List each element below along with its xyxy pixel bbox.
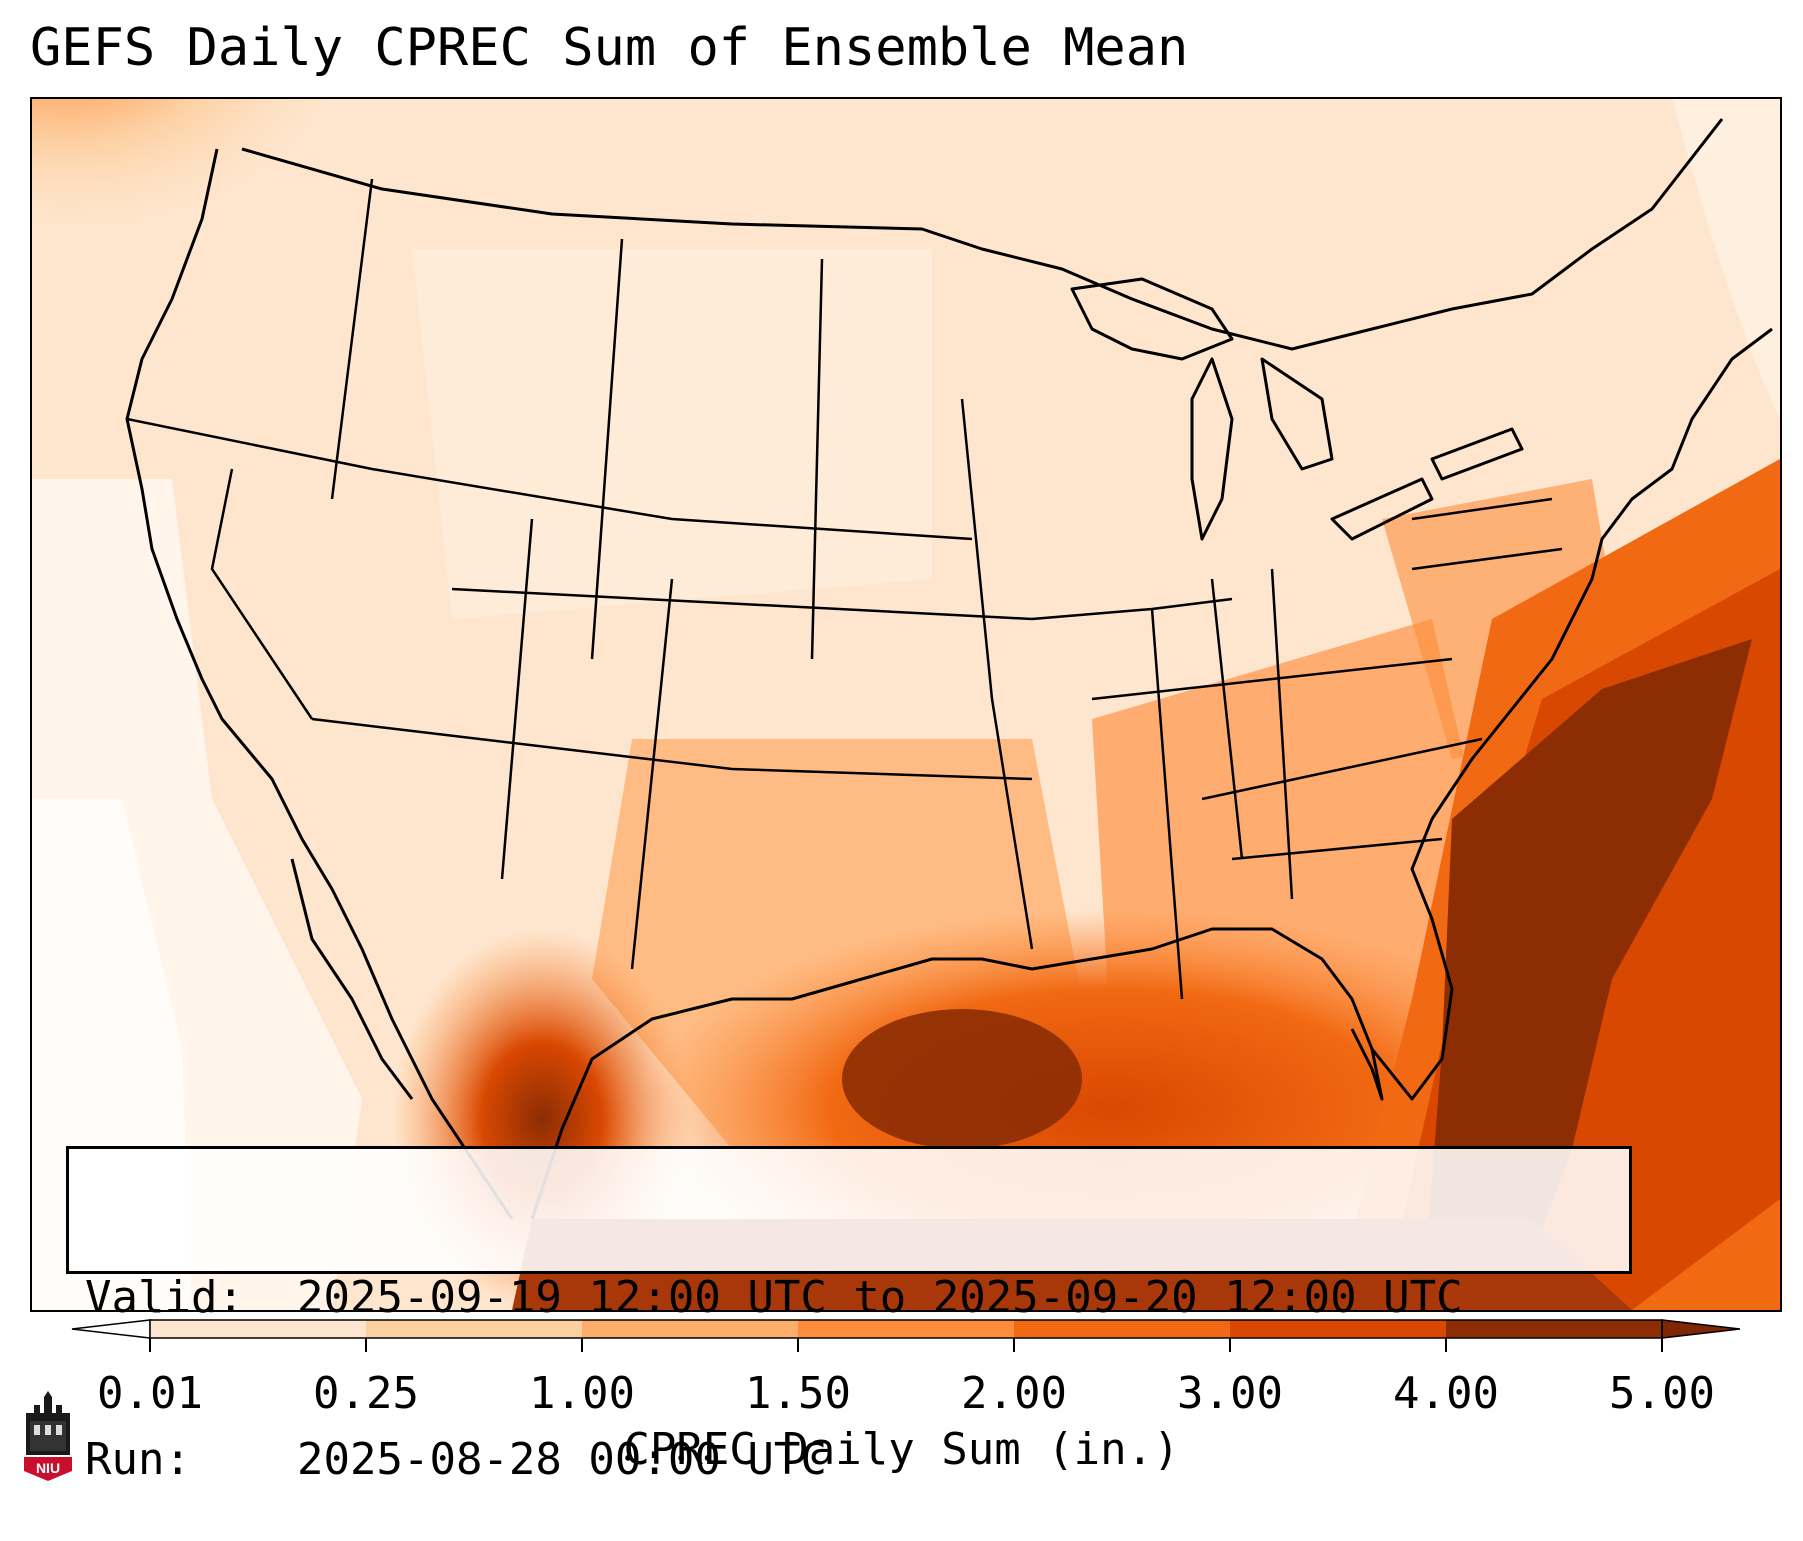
- niu-castle-icon: NIU: [24, 1391, 72, 1481]
- colorbar-segment: [1446, 1320, 1663, 1338]
- nw-precip-zone: [32, 99, 482, 359]
- precip-map: [30, 97, 1782, 1312]
- coastline-layer: [125, 118, 1773, 1220]
- colorbar-tick-label: 0.01: [97, 1368, 203, 1419]
- valid-label: Valid:: [85, 1272, 244, 1323]
- colorbar-segment: [150, 1320, 367, 1338]
- colorbar-tick-label: 5.00: [1609, 1368, 1715, 1419]
- colorbar-segment: [582, 1320, 799, 1338]
- map-canvas: [32, 99, 1780, 1310]
- run-label: Run:: [85, 1434, 191, 1485]
- gulf-core: [842, 1009, 1082, 1149]
- colorbar-tick-label: 4.00: [1393, 1368, 1499, 1419]
- colorbar-segment: [798, 1320, 1015, 1338]
- colorbar: 0.01 0.25 1.00 1.50 2.00 3.00 4.00 5.00 CPREC D…: [0, 1306, 1803, 1496]
- colorbar-tick-label: 0.25: [313, 1368, 419, 1419]
- colorbar-over-arrow: [1661, 1319, 1741, 1339]
- state-lines: [126, 178, 1563, 1000]
- colorbar-tick-label: 2.00: [961, 1368, 1067, 1419]
- colorbar-tick-label: 1.50: [745, 1368, 851, 1419]
- plains-light-zone: [412, 249, 932, 619]
- logo-text: NIU: [36, 1460, 60, 1476]
- colorbar-segment: [1230, 1320, 1447, 1338]
- colorbar-tick-label: 3.00: [1177, 1368, 1283, 1419]
- colorbar-segment: [1014, 1320, 1231, 1338]
- colorbar-outline: [149, 1319, 1663, 1339]
- ne-corner: [1672, 99, 1780, 419]
- valid-value: 2025-09-19 12:00 UTC to 2025-09-20 12:00…: [297, 1272, 1463, 1323]
- colorbar-tick-label: 1.00: [529, 1368, 635, 1419]
- colorbar-under-arrow: [71, 1319, 151, 1339]
- run-value: 2025-08-28 00:00 UTC: [297, 1434, 827, 1485]
- colorbar-strip: [71, 1319, 1741, 1352]
- valid-run-box: Valid: 2025-09-19 12:00 UTC to 2025-09-20…: [66, 1146, 1632, 1485]
- colorbar-segment: [366, 1320, 583, 1338]
- colorbar-title: CPREC Daily Sum (in.): [623, 1424, 1180, 1475]
- atlantic-core: [1422, 639, 1752, 1310]
- chart-title: GEFS Daily CPREC Sum of Ensemble Mean: [30, 18, 1189, 78]
